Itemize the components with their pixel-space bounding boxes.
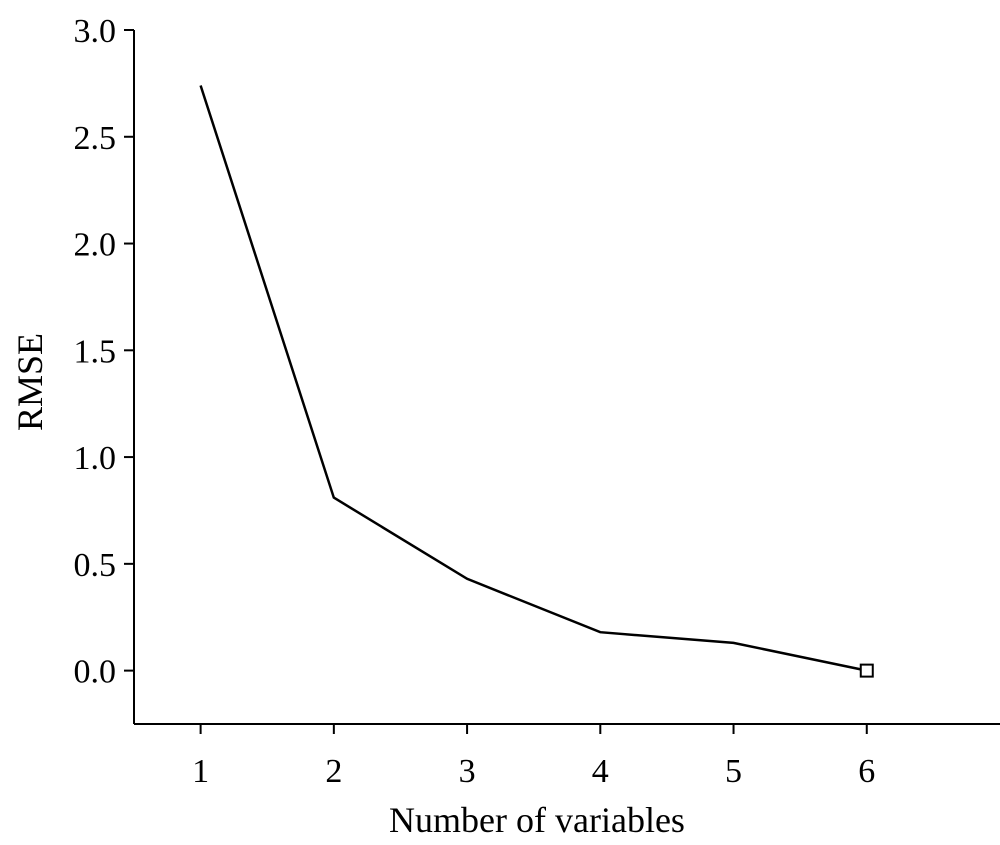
x-tick-label: 4 <box>592 753 609 790</box>
x-axis-title: Number of variables <box>389 800 685 840</box>
y-axis-title: RMSE <box>10 333 50 431</box>
x-axis-ticks: 1 2 3 4 5 6 <box>192 724 875 790</box>
y-tick-label: 2.0 <box>74 227 117 264</box>
x-tick-label: 5 <box>725 753 742 790</box>
y-tick-label: 0.0 <box>74 654 117 691</box>
y-tick-label: 1.0 <box>74 440 117 477</box>
x-tick-label: 2 <box>325 753 342 790</box>
x-tick-label: 6 <box>858 753 875 790</box>
y-tick-label: 1.5 <box>74 333 117 370</box>
y-axis-ticks: 0.0 0.5 1.0 1.5 2.0 2.5 3.0 <box>74 13 134 691</box>
square-marker <box>859 663 874 678</box>
axes <box>133 30 1000 725</box>
series-line <box>199 85 868 672</box>
x-tick-label: 3 <box>459 753 476 790</box>
x-tick-label: 1 <box>192 753 209 790</box>
y-tick-label: 0.5 <box>74 547 117 584</box>
plot-area <box>199 85 874 678</box>
y-tick-label: 2.5 <box>74 120 117 157</box>
y-tick-label: 3.0 <box>74 13 117 50</box>
